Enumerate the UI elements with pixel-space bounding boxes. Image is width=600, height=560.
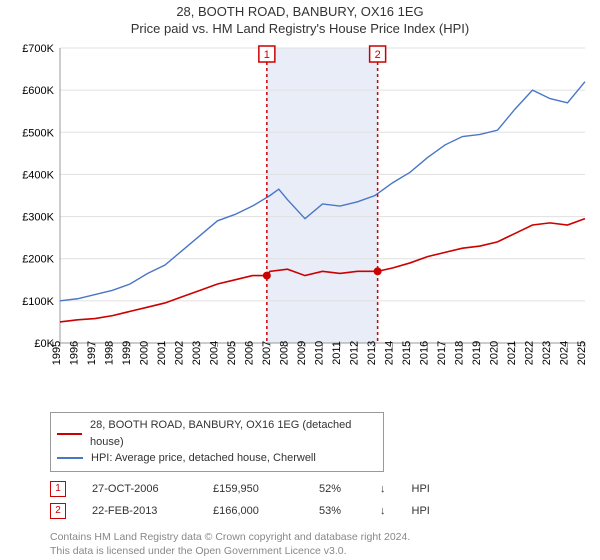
sale-row: 2 22-FEB-2013 £166,000 53% ↓ HPI	[50, 500, 600, 522]
legend-label: HPI: Average price, detached house, Cher…	[91, 450, 316, 467]
sale-pct: 52%	[319, 483, 354, 495]
svg-text:2009: 2009	[296, 341, 308, 365]
legend-item-price: 28, BOOTH ROAD, BANBURY, OX16 1EG (detac…	[57, 417, 377, 450]
svg-text:1999: 1999	[121, 341, 133, 365]
svg-text:£600K: £600K	[22, 85, 54, 97]
svg-text:2010: 2010	[314, 341, 326, 365]
svg-text:£100K: £100K	[22, 296, 54, 308]
footer-line: Contains HM Land Registry data © Crown c…	[50, 530, 600, 544]
sale-date: 22-FEB-2013	[92, 505, 187, 517]
sale-vs: HPI	[412, 505, 430, 517]
sales-table: 1 27-OCT-2006 £159,950 52% ↓ HPI 2 22-FE…	[50, 478, 600, 522]
svg-text:£400K: £400K	[22, 169, 54, 181]
svg-text:£700K: £700K	[22, 43, 54, 55]
sale-index-badge: 1	[50, 481, 66, 497]
down-arrow-icon: ↓	[380, 483, 386, 495]
svg-text:2016: 2016	[419, 341, 431, 365]
svg-text:£200K: £200K	[22, 254, 54, 266]
footer-line: This data is licensed under the Open Gov…	[50, 544, 600, 558]
sale-vs: HPI	[412, 483, 430, 495]
sale-row: 1 27-OCT-2006 £159,950 52% ↓ HPI	[50, 478, 600, 500]
svg-text:2004: 2004	[209, 341, 221, 365]
svg-text:2008: 2008	[279, 341, 291, 365]
svg-text:2019: 2019	[471, 341, 483, 365]
attribution-footer: Contains HM Land Registry data © Crown c…	[50, 530, 600, 558]
svg-text:1: 1	[264, 49, 270, 61]
down-arrow-icon: ↓	[380, 505, 386, 517]
svg-text:2: 2	[375, 49, 381, 61]
svg-text:2001: 2001	[156, 341, 168, 365]
legend-item-hpi: HPI: Average price, detached house, Cher…	[57, 450, 377, 467]
svg-text:2002: 2002	[174, 341, 186, 365]
svg-text:2018: 2018	[454, 341, 466, 365]
svg-text:2006: 2006	[244, 341, 256, 365]
svg-text:1996: 1996	[69, 341, 81, 365]
svg-text:2003: 2003	[191, 341, 203, 365]
svg-text:1995: 1995	[51, 341, 63, 365]
legend: 28, BOOTH ROAD, BANBURY, OX16 1EG (detac…	[50, 412, 384, 472]
svg-text:2005: 2005	[226, 341, 238, 365]
svg-text:£300K: £300K	[22, 212, 54, 224]
svg-text:1998: 1998	[104, 341, 116, 365]
svg-text:2022: 2022	[524, 341, 536, 365]
page-title: 28, BOOTH ROAD, BANBURY, OX16 1EG	[0, 4, 600, 19]
sale-index-badge: 2	[50, 503, 66, 519]
price-chart: £0K£100K£200K£300K£400K£500K£600K£700K19…	[10, 38, 590, 408]
svg-text:2021: 2021	[506, 341, 518, 365]
svg-text:2007: 2007	[261, 341, 273, 365]
svg-text:2015: 2015	[401, 341, 413, 365]
svg-text:2011: 2011	[331, 341, 343, 365]
svg-text:1997: 1997	[86, 341, 98, 365]
svg-text:2020: 2020	[489, 341, 501, 365]
page-subtitle: Price paid vs. HM Land Registry's House …	[0, 21, 600, 36]
sale-price: £166,000	[213, 505, 293, 517]
svg-text:2013: 2013	[366, 341, 378, 365]
svg-text:2024: 2024	[559, 341, 571, 365]
svg-text:2000: 2000	[139, 341, 151, 365]
svg-text:2014: 2014	[384, 341, 396, 365]
legend-label: 28, BOOTH ROAD, BANBURY, OX16 1EG (detac…	[90, 417, 377, 450]
sale-price: £159,950	[213, 483, 293, 495]
sale-date: 27-OCT-2006	[92, 483, 187, 495]
svg-text:£500K: £500K	[22, 127, 54, 139]
svg-text:2017: 2017	[436, 341, 448, 365]
svg-text:2023: 2023	[541, 341, 553, 365]
svg-text:2025: 2025	[576, 341, 588, 365]
svg-text:2012: 2012	[349, 341, 361, 365]
sale-pct: 53%	[319, 505, 354, 517]
